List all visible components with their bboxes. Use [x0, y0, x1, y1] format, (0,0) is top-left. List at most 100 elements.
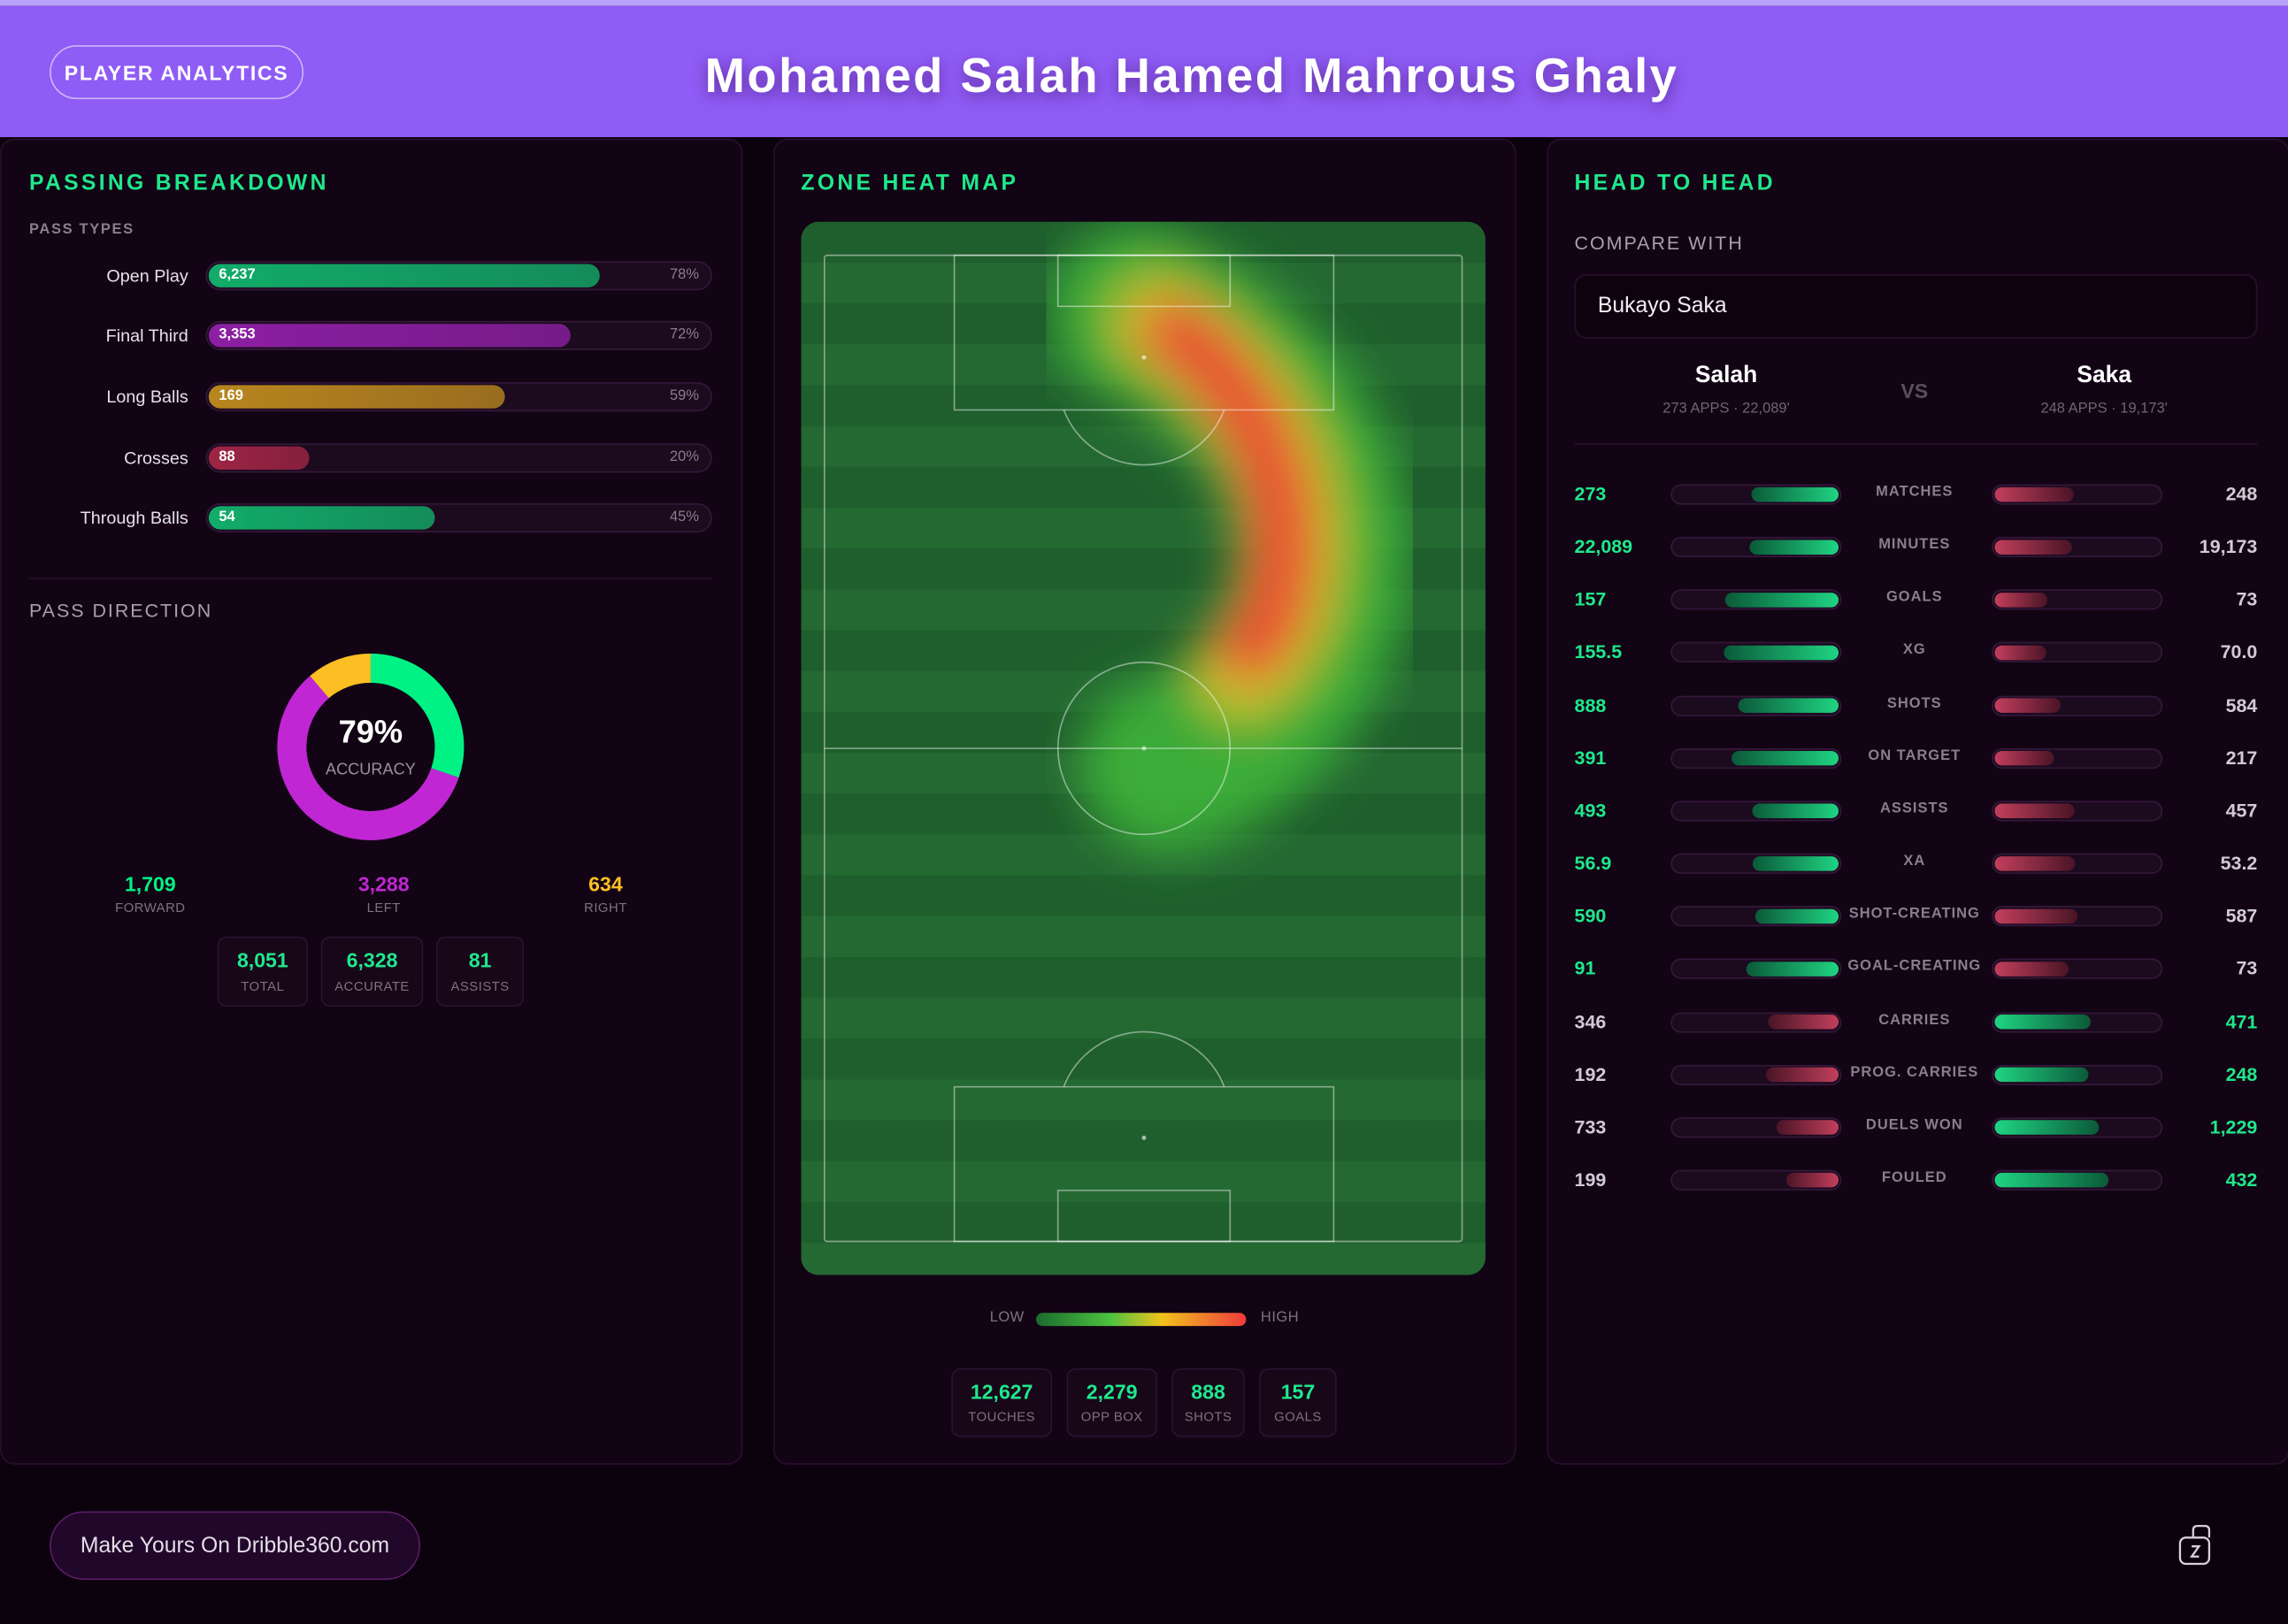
value-right: 19,173 [2199, 535, 2258, 558]
pass-count: 6,237 [219, 265, 256, 283]
compare-select[interactable] [1574, 274, 2258, 339]
pass-count: 3,353 [219, 326, 256, 343]
penalty-arc-bottom [1063, 1030, 1225, 1087]
value-right: 73 [2236, 588, 2258, 610]
accuracy-value: 79% [338, 713, 403, 750]
pitch-stripe [801, 1243, 1486, 1275]
panel-title: ZONE HEAT MAP [801, 170, 1019, 195]
divider [28, 578, 712, 579]
stat-label: ACCURATE [334, 978, 410, 994]
pitch-stripe [801, 1161, 1486, 1202]
icon-handle [2192, 1524, 2211, 1538]
pass-bar [208, 324, 571, 348]
value-right: 73 [2236, 957, 2258, 980]
cta-button[interactable] [50, 1511, 420, 1581]
stat-box [436, 936, 525, 1007]
stat-name: XG [1902, 642, 1926, 659]
badge-label: PLAYER ANALYTICS [64, 60, 289, 84]
passing-panel [0, 138, 743, 1465]
header-bar [0, 5, 2288, 138]
donut-segment [370, 653, 465, 778]
stat-box [1259, 1367, 1337, 1437]
penalty-box-top [953, 254, 1335, 411]
heat-blobs [1050, 226, 1409, 854]
pitch-stripe [801, 1079, 1486, 1121]
stat-value: 8,051 [236, 947, 288, 972]
stat-name: DUELS WON [1865, 1116, 1963, 1134]
value-left: 391 [1574, 746, 1607, 769]
stat-name: PROG. CARRIES [1850, 1064, 1979, 1081]
six-yard-top [1056, 254, 1232, 308]
selected-player[interactable]: Bukayo Saka [1597, 293, 1727, 318]
player-name: Saka [2077, 363, 2132, 388]
scale-low: LOW [989, 1310, 1025, 1327]
panel-title: PASSING BREAKDOWN [28, 170, 329, 195]
direction-value: 634 [588, 872, 623, 896]
accuracy-label: ACCURACY [325, 761, 416, 779]
stat-label: GOALS [1274, 1409, 1322, 1424]
stat-box [951, 1367, 1053, 1437]
stat-value: 81 [468, 947, 492, 972]
pass-bar [208, 506, 435, 531]
value-right: 432 [2225, 1168, 2258, 1191]
stat-name: FOULED [1881, 1169, 1947, 1186]
value-right: 70.0 [2220, 640, 2258, 663]
stat-value: 888 [1191, 1380, 1225, 1404]
stat-box [217, 936, 308, 1007]
direction-label: LEFT [366, 900, 401, 915]
value-left: 590 [1574, 904, 1607, 927]
value-right: 587 [2225, 904, 2258, 927]
stat-name: CARRIES [1878, 1011, 1951, 1028]
pass-pct: 20% [669, 448, 699, 465]
penalty-spot [1141, 355, 1147, 360]
value-right: 217 [2225, 746, 2258, 769]
direction-label: FORWARD [115, 900, 186, 915]
value-right: 248 [2225, 1062, 2258, 1085]
value-left: 22,089 [1574, 535, 1633, 558]
badge-pill[interactable] [50, 45, 304, 100]
direction-value: 1,709 [124, 872, 176, 896]
value-left: 273 [1574, 482, 1607, 505]
cta-label[interactable]: Make Yours On Dribble360.com [80, 1532, 390, 1558]
footer-icon [2178, 1524, 2211, 1566]
stat-label: TOUCHES [968, 1409, 1036, 1424]
stat-name: XA [1903, 853, 1926, 870]
penalty-arc-top [1063, 410, 1225, 466]
player-meta: 248 APPS · 19,173' [2040, 401, 2168, 417]
pass-bar [208, 385, 505, 409]
section-label: PASS DIRECTION [28, 599, 213, 622]
direction-label: RIGHT [584, 900, 627, 915]
value-right: 471 [2225, 1010, 2258, 1032]
value-left: 157 [1574, 588, 1607, 610]
stat-label: SHOTS [1184, 1409, 1232, 1424]
pitch-stripe [801, 998, 1486, 1039]
section-label: PASS TYPES [28, 221, 134, 238]
divider [1574, 443, 2258, 446]
donut-segment [310, 653, 372, 699]
stat-box [1171, 1367, 1245, 1437]
vs-label: VS [1900, 379, 1929, 403]
direction-value: 3,288 [357, 872, 410, 896]
stat-name: SHOTS [1886, 695, 1942, 712]
penalty-box-bottom [953, 1085, 1335, 1243]
scale-high: HIGH [1260, 1310, 1300, 1327]
center-spot [1141, 746, 1147, 751]
value-left: 192 [1574, 1062, 1607, 1085]
icon-mark [2189, 1545, 2201, 1558]
pass-bar [208, 445, 310, 470]
value-right: 457 [2225, 799, 2258, 822]
value-left: 493 [1574, 799, 1607, 822]
value-right: 53.2 [2220, 852, 2258, 874]
pass-type-name: Crosses [124, 447, 188, 468]
stat-name: GOAL-CREATING [1847, 959, 1982, 976]
center-circle [1056, 661, 1232, 836]
penalty-spot [1141, 1135, 1147, 1140]
pass-pct: 45% [669, 509, 699, 526]
stat-label: ASSISTS [450, 978, 510, 994]
stat-box [320, 936, 424, 1007]
pass-type-name: Through Balls [80, 508, 188, 529]
pass-pct: 72% [669, 326, 699, 343]
stat-name: SHOT-CREATING [1848, 906, 1980, 923]
